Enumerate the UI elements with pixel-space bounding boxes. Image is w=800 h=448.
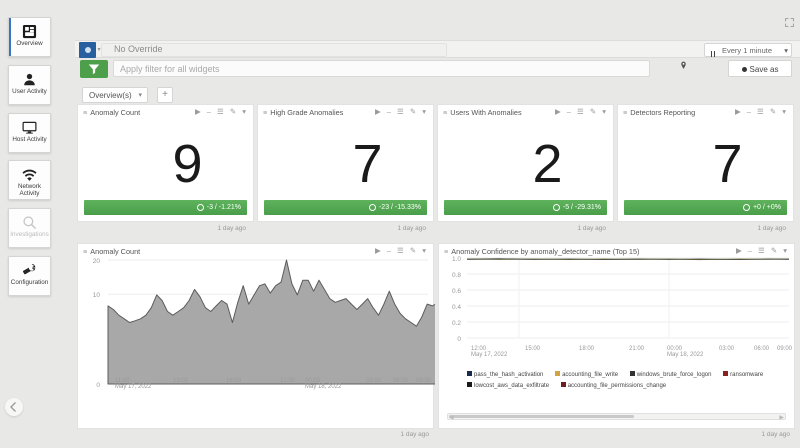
- svg-text:1.0: 1.0: [452, 256, 461, 263]
- svg-text:0.4: 0.4: [452, 304, 461, 311]
- svg-text:10: 10: [93, 292, 101, 299]
- svg-text:0: 0: [457, 336, 461, 343]
- svg-text:0.8: 0.8: [452, 272, 461, 279]
- svg-text:0.2: 0.2: [452, 320, 461, 327]
- svg-text:0: 0: [96, 382, 100, 389]
- svg-text:20: 20: [93, 258, 101, 265]
- svg-text:0.6: 0.6: [452, 288, 461, 295]
